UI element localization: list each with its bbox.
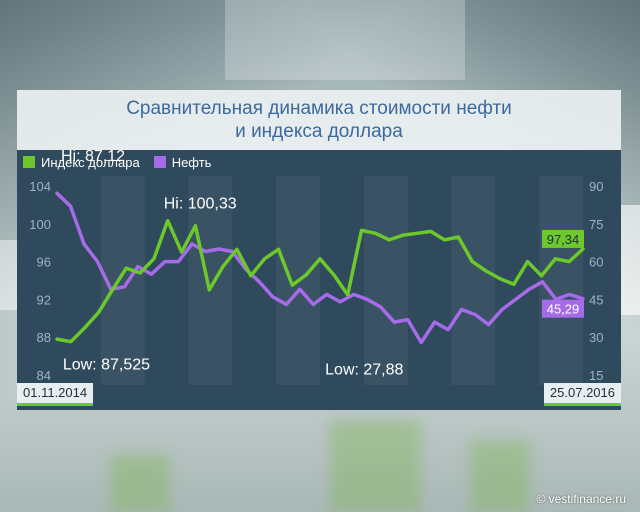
annotation-oil-high: Hi: 87,12 — [61, 150, 125, 165]
left-axis-tick-label: 96 — [37, 255, 51, 270]
background-panel — [225, 0, 465, 80]
last-value-oil: 45,29 — [547, 302, 580, 317]
background-panel — [0, 240, 18, 310]
legend: Индекс доллара Нефть — [23, 153, 225, 171]
chart-area: Индекс доллара Нефть 104 100 96 92 88 84 90 75 6… — [17, 150, 621, 410]
annotation-dollar-low: Low: 87,525 — [63, 357, 150, 374]
background-green-block — [470, 440, 530, 512]
date-end: 25.07.2016 — [543, 383, 621, 406]
grid-band — [363, 176, 408, 385]
annotation-oil-low: Low: 27,88 — [325, 362, 403, 379]
date-start: 01.11.2014 — [17, 383, 94, 406]
right-axis-tick-label: 15 — [589, 368, 603, 383]
legend-label-oil: Нефть — [171, 154, 212, 170]
grid-band — [451, 176, 496, 385]
right-axis-tick-label: 75 — [589, 217, 603, 232]
legend-item-oil: Нефть — [153, 154, 212, 170]
chart-title-line2: и индекса доллара — [235, 121, 403, 142]
chart-panel: Сравнительная динамика стоимости нефти и… — [17, 90, 621, 410]
right-axis-tick-label: 45 — [589, 292, 603, 307]
line-chart: 104 100 96 92 88 84 90 75 60 45 30 15 Hi: 87,12 Hi: 1… — [29, 150, 603, 385]
last-value-dollar-tag — [542, 229, 584, 248]
legend-swatch-oil — [153, 156, 166, 168]
left-axis-tick-label: 100 — [29, 217, 51, 232]
left-axis-tick-label: 92 — [37, 292, 51, 307]
last-value-oil-tag — [542, 299, 584, 318]
last-value-dollar: 97,34 — [547, 232, 580, 247]
right-axis-tick-label: 90 — [589, 179, 603, 194]
annotation-dollar-high: Hi: 100,33 — [164, 196, 237, 213]
legend-label-dollar: Индекс доллара — [41, 154, 140, 170]
left-axis-tick-label: 84 — [37, 368, 51, 383]
right-axis-tick-label: 30 — [589, 330, 603, 345]
chart-title: Сравнительная динамика стоимости нефти и… — [17, 90, 621, 143]
legend-item-dollar: Индекс доллара — [23, 155, 140, 170]
legend-swatch-dollar — [23, 156, 35, 168]
left-axis-tick-label: 88 — [37, 330, 51, 345]
left-axis-tick-label: 104 — [29, 179, 51, 194]
title-box: Сравнительная динамика стоимости нефти и… — [17, 90, 621, 150]
background-green-block — [110, 455, 170, 512]
series-line-dollar — [55, 218, 585, 344]
watermark: © vestifinance.ru — [536, 492, 626, 506]
background-panel — [621, 205, 640, 315]
grid-band — [188, 176, 233, 385]
background-green-block — [330, 420, 420, 512]
right-axis-tick-label: 60 — [589, 255, 603, 270]
chart-title-line1: Сравнительная динамика стоимости нефти — [126, 98, 512, 119]
grid-band — [539, 176, 583, 385]
